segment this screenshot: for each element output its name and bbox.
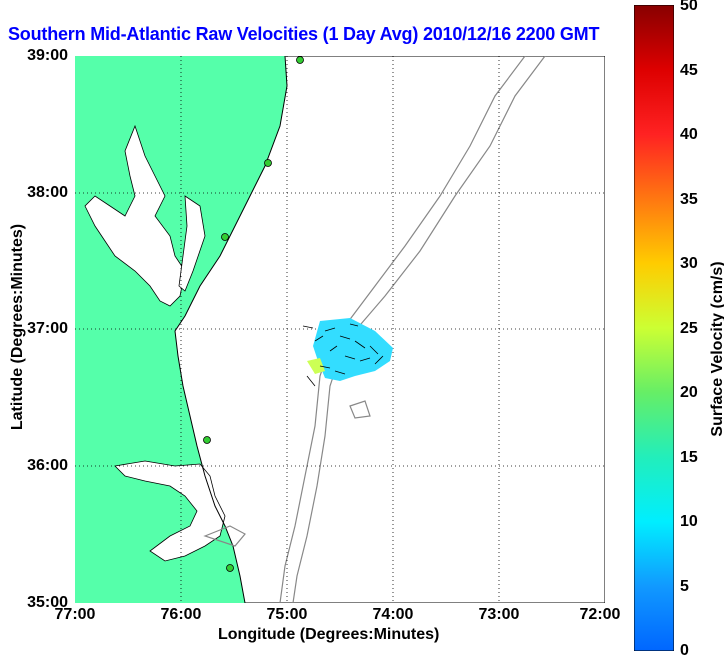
- x-tick: 74:00: [372, 606, 414, 623]
- colorbar-tick: 40: [680, 126, 698, 143]
- x-tick: 73:00: [478, 606, 520, 623]
- colorbar-tick: 5: [680, 578, 689, 595]
- colorbar-label: Surface Velocity (cm/s): [709, 261, 724, 437]
- station-marker[interactable]: [226, 564, 234, 572]
- y-tick: 39:00: [27, 47, 68, 64]
- colorbar-tick: 20: [680, 384, 698, 401]
- x-tick: 76:00: [160, 606, 202, 623]
- station-marker[interactable]: [203, 436, 211, 444]
- map-title: Southern Mid-Atlantic Raw Velocities (1 …: [8, 24, 600, 44]
- y-tick: 37:00: [27, 320, 68, 337]
- x-tick: 77:00: [54, 606, 96, 623]
- x-tick: 75:00: [266, 606, 308, 623]
- colorbar-tick: 50: [680, 0, 698, 14]
- velocity-field: [302, 318, 393, 387]
- colorbar: [634, 5, 674, 651]
- y-tick: 38:00: [27, 184, 68, 201]
- colorbar-tick: 25: [680, 320, 698, 337]
- colorbar-tick: 30: [680, 255, 698, 272]
- y-axis-label: Latitude (Degrees:Minutes): [9, 223, 27, 431]
- y-tick: 36:00: [27, 457, 68, 474]
- x-axis-label: Longitude (Degrees:Minutes): [218, 626, 440, 643]
- colorbar-tick: 15: [680, 449, 698, 466]
- coastline: [174, 56, 288, 603]
- chesapeake-bay: [84, 124, 186, 307]
- x-tick: 72:00: [579, 606, 621, 623]
- station-marker[interactable]: [296, 56, 304, 64]
- eastern-bay: [178, 195, 206, 292]
- albemarle-sound: [114, 460, 226, 562]
- station-marker[interactable]: [264, 159, 272, 167]
- station-marker[interactable]: [221, 233, 229, 241]
- colorbar-tick: 35: [680, 191, 698, 208]
- colorbar-tick: 10: [680, 513, 698, 530]
- map-plot[interactable]: [75, 56, 605, 603]
- y-tick: 35:00: [27, 594, 68, 611]
- colorbar-tick: 45: [680, 62, 698, 79]
- colorbar-tick: 0: [680, 642, 689, 659]
- station-markers: [203, 56, 304, 572]
